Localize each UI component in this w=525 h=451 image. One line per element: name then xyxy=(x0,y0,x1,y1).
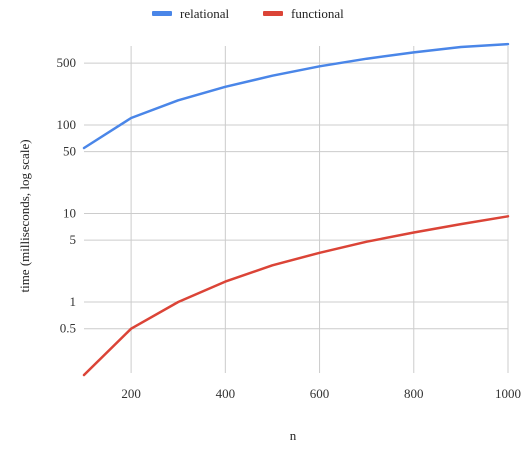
gridlines xyxy=(84,46,509,373)
y-tick-label: 50 xyxy=(63,144,76,159)
legend-label-functional: functional xyxy=(291,6,344,21)
x-tick-label: 800 xyxy=(404,386,424,401)
x-axis-ticks: 200 400 600 800 1000 xyxy=(121,386,521,401)
x-tick-label: 600 xyxy=(310,386,330,401)
series-line-relational xyxy=(82,42,510,150)
legend: relational functional xyxy=(152,6,344,21)
y-tick-label: 0.5 xyxy=(60,321,76,336)
x-tick-label: 200 xyxy=(121,386,141,401)
series-lines xyxy=(82,42,510,377)
x-axis-label: n xyxy=(290,428,297,443)
y-tick-label: 500 xyxy=(57,55,77,70)
y-axis-label: time (milliseconds, log scale) xyxy=(17,139,32,292)
legend-item-relational: relational xyxy=(152,6,229,21)
legend-label-relational: relational xyxy=(180,6,229,21)
legend-swatch-functional xyxy=(263,11,283,16)
y-tick-label: 10 xyxy=(63,206,76,221)
y-tick-label: 100 xyxy=(57,117,77,132)
legend-item-functional: functional xyxy=(263,6,344,21)
y-tick-label: 1 xyxy=(70,294,77,309)
y-tick-label: 5 xyxy=(70,232,77,247)
x-tick-label: 400 xyxy=(216,386,236,401)
legend-swatch-relational xyxy=(152,11,172,16)
x-tick-label: 1000 xyxy=(495,386,521,401)
y-axis-ticks: 0.5 1 5 10 50 100 500 xyxy=(57,55,77,336)
series-line-functional xyxy=(82,215,510,377)
